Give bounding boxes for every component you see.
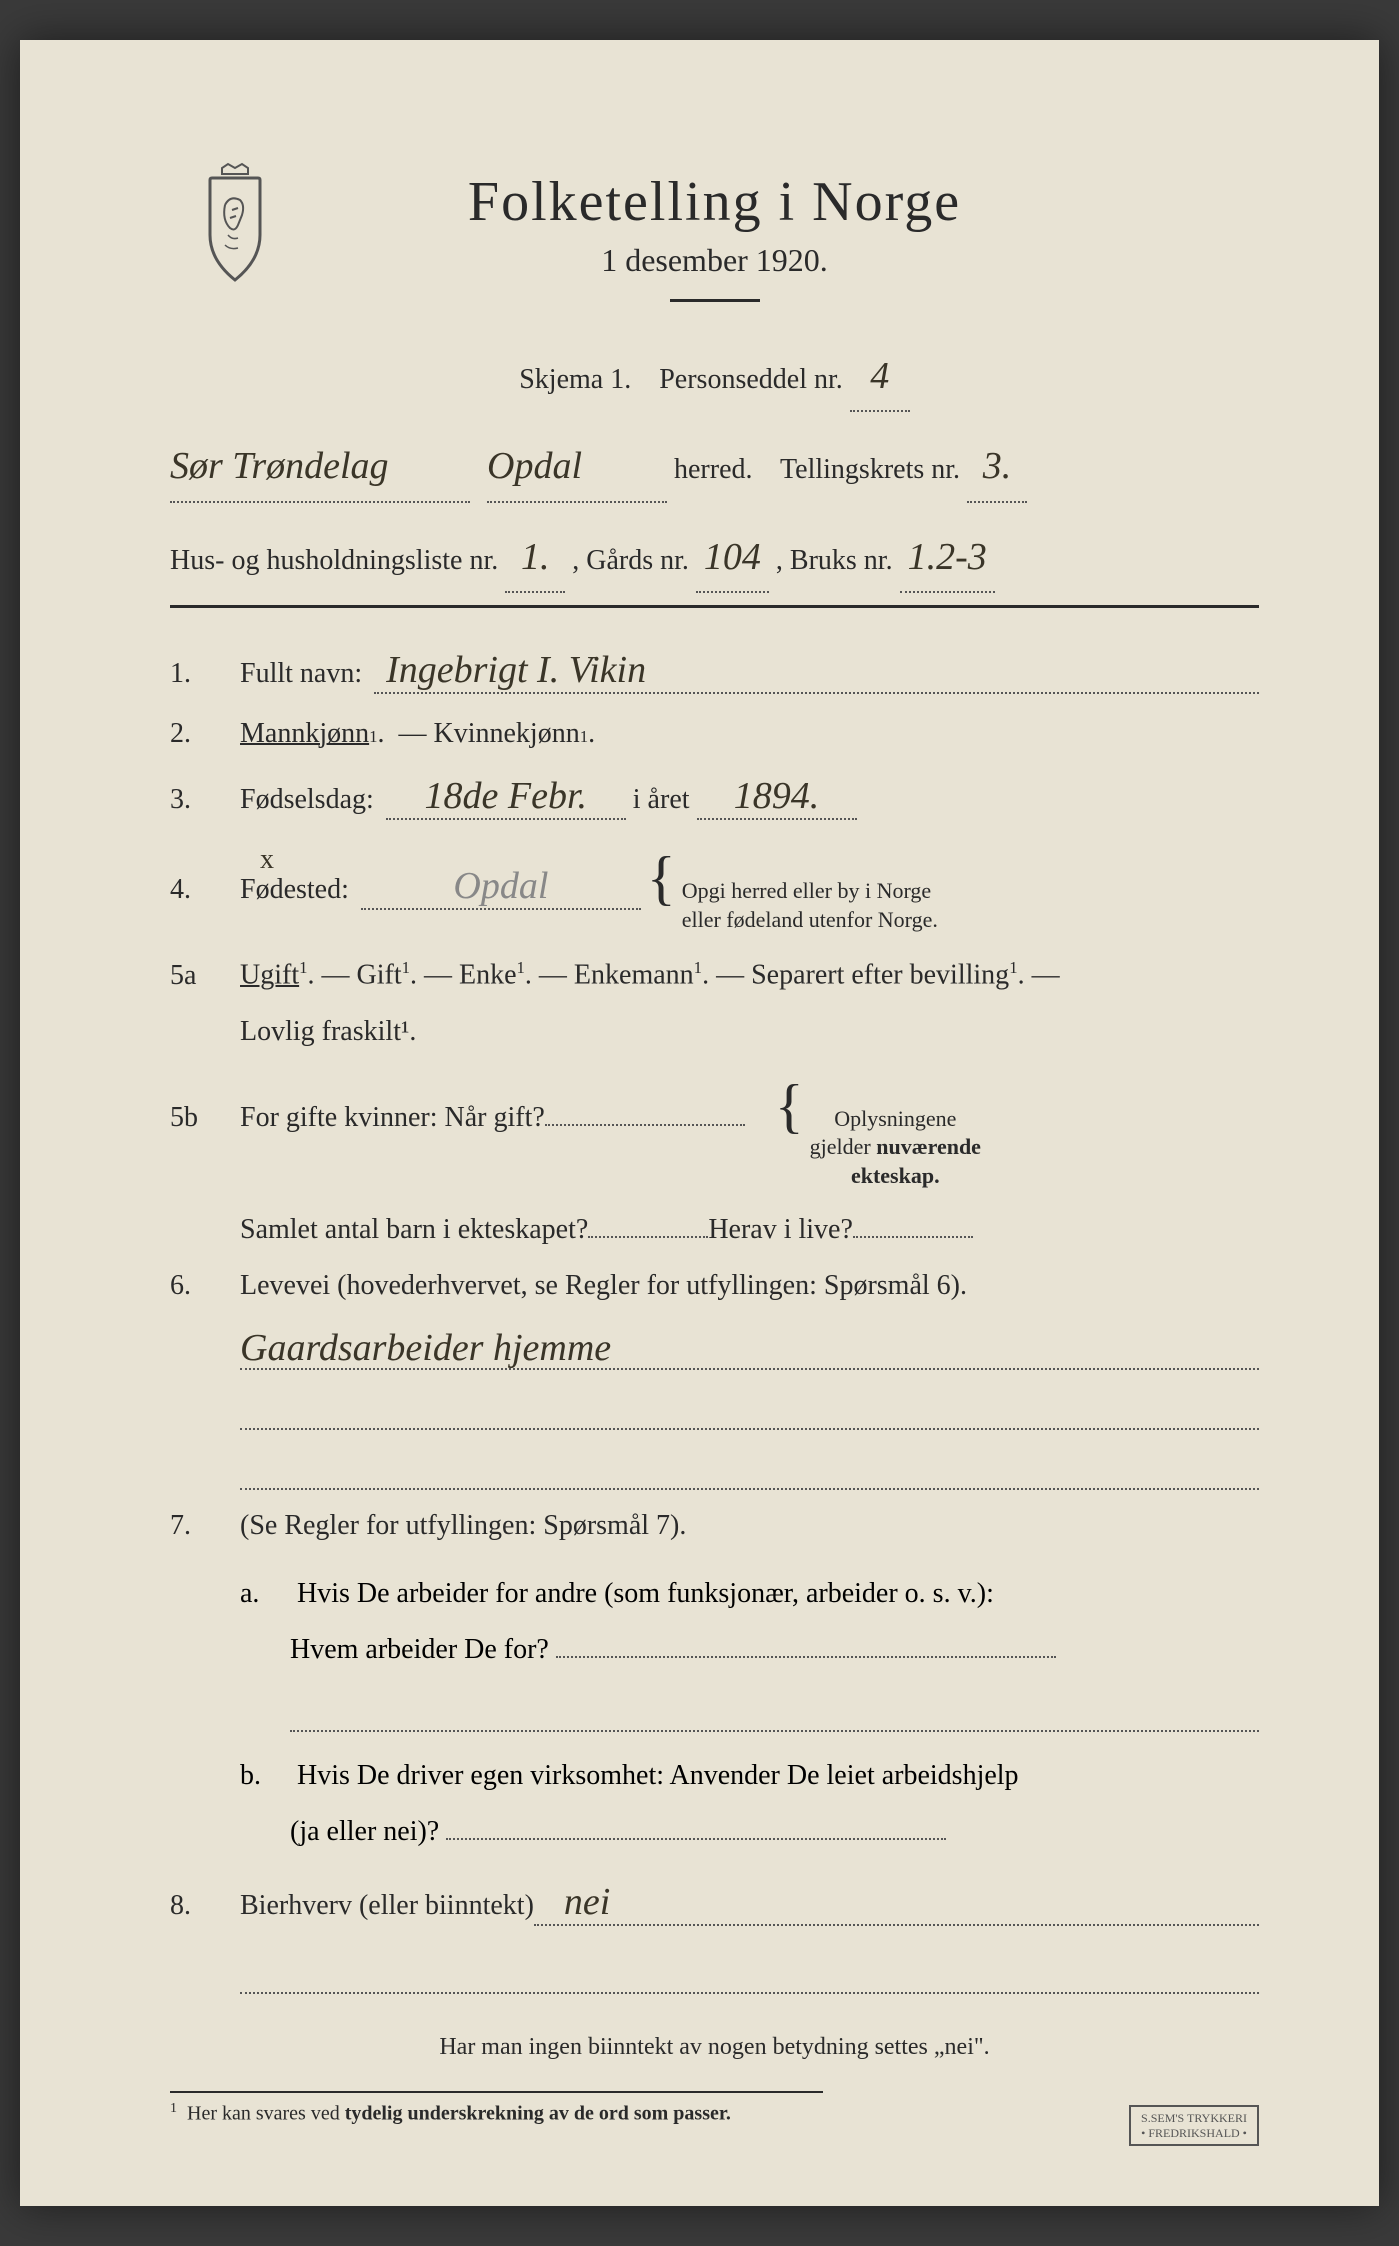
q3-label: Fødselsdag: [240, 784, 374, 816]
q5a-line2: Lovlig fraskilt¹. [240, 1016, 416, 1048]
q6-answer: Gaardsarbeider hjemme [240, 1326, 1259, 1490]
q7b-text2: (ja eller nei)? [290, 1816, 439, 1847]
census-form-page: Folketelling i Norge 1 desember 1920. Sk… [20, 40, 1379, 2206]
q4-margin-mark: x [260, 844, 274, 876]
q7b-line2: (ja eller nei)? [240, 1804, 1259, 1860]
q7-num: 7. [170, 1510, 240, 1542]
brace-icon: { [647, 844, 676, 913]
q8-value: nei [534, 1880, 1259, 1926]
q5b-note: Oplysningene gjelder nuværende ekteskap. [810, 1105, 981, 1191]
skjema-line: Skjema 1. Personseddel nr. 4 [170, 342, 1259, 412]
q5b-row2: Samlet antal barn i ekteskapet? Herav i … [170, 1214, 1259, 1246]
q4-note-2: eller fødeland utenfor Norge. [682, 907, 938, 932]
q4-value: Opdal [361, 864, 641, 910]
stamp-line1: S.SEM'S TRYKKERI [1141, 2111, 1247, 2125]
q5b-note-1: Oplysningene [834, 1106, 956, 1131]
blank-line [240, 1386, 1259, 1430]
q5b-barn-value [588, 1236, 708, 1238]
herred-line: Sør Trøndelag Opdal herred. Tellingskret… [170, 432, 1259, 502]
q5b-label: For gifte kvinner: Når gift? [240, 1102, 545, 1134]
coat-of-arms-icon [190, 160, 280, 290]
q7a: a. Hvis De arbeider for andre (som funks… [240, 1566, 1259, 1622]
region-value: Sør Trøndelag [170, 432, 470, 502]
printer-stamp: S.SEM'S TRYKKERI • FREDRIKSHALD • [1129, 2105, 1259, 2146]
q3-num: 3. [170, 784, 240, 816]
q7a-text2: Hvem arbeider De for? [290, 1634, 549, 1665]
form-title: Folketelling i Norge [170, 170, 1259, 234]
brace-icon: { [775, 1072, 804, 1141]
q8-label: Bierhverv (eller biinntekt) [240, 1890, 534, 1922]
tellingskrets-label: Tellingskrets nr. [780, 454, 960, 485]
hus-label: Hus- og husholdningsliste nr. [170, 545, 498, 576]
tellingskrets-nr: 3. [967, 432, 1027, 502]
q5a-options: Ugift1. — Gift1. — Enke1. — Enkemann1. —… [240, 958, 1060, 991]
q5a-num: 5a [170, 960, 240, 992]
q7b-value [446, 1838, 946, 1840]
gaards-nr: 104 [696, 523, 769, 593]
personseddel-label: Personseddel nr. [659, 364, 843, 395]
q5b-num: 5b [170, 1102, 240, 1134]
q4-note: Opgi herred eller by i Norge eller fødel… [682, 877, 938, 934]
q7a-value [556, 1656, 1056, 1658]
q5a-row2: Lovlig fraskilt¹. [170, 1016, 1259, 1048]
q7b: b. Hvis De driver egen virksomhet: Anven… [240, 1748, 1259, 1804]
q3-year-label: i året [633, 784, 690, 816]
q7b-label: b. [240, 1748, 290, 1804]
personseddel-nr: 4 [850, 342, 910, 412]
blank-line [290, 1688, 1259, 1732]
q4-label: Fødested: [240, 874, 349, 906]
hus-nr: 1. [505, 523, 565, 593]
q8-num: 8. [170, 1890, 240, 1922]
footnote-num: 1 [170, 2101, 177, 2116]
gaards-label: Gårds nr. [586, 545, 689, 576]
q6-label: Levevei (hovederhvervet, se Regler for u… [240, 1270, 967, 1302]
q6-row: 6. Levevei (hovederhvervet, se Regler fo… [170, 1270, 1259, 1302]
q7-label: (Se Regler for utfyllingen: Spørsmål 7). [240, 1510, 686, 1542]
q3-year: 1894. [697, 774, 857, 820]
q7-body: a. Hvis De arbeider for andre (som funks… [240, 1566, 1259, 1860]
place-value: Opdal [487, 432, 667, 502]
q2-num: 2. [170, 718, 240, 750]
q7b-text1: Hvis De driver egen virksomhet: Anvender… [297, 1760, 1019, 1791]
form-header: Folketelling i Norge 1 desember 1920. [170, 170, 1259, 302]
q5b-gift-value [545, 1124, 745, 1126]
q1-value: Ingebrigt I. Vikin [374, 648, 1259, 694]
herred-label: herred. [674, 454, 753, 485]
q1-label: Fullt navn: [240, 658, 362, 690]
q5a-row: 5a Ugift1. — Gift1. — Enke1. — Enkemann1… [170, 958, 1259, 991]
q2-row: 2. Mannkjønn1. — Kvinnekjønn1. [170, 718, 1259, 750]
q4-num: 4. [170, 874, 240, 906]
q5b-live-value [853, 1236, 973, 1238]
q1-num: 1. [170, 658, 240, 690]
q3-row: 3. Fødselsdag: 18de Febr. i året 1894. [170, 774, 1259, 820]
q5b-row: 5b For gifte kvinner: Når gift? { Oplysn… [170, 1072, 1259, 1191]
q4-row: x 4. Fødested: Opdal { Opgi herred eller… [170, 844, 1259, 934]
blank-line [240, 1446, 1259, 1490]
q7a-label: a. [240, 1566, 290, 1622]
divider [670, 299, 760, 302]
stamp-line2: • FREDRIKSHALD • [1141, 2126, 1247, 2140]
q5b-note-3: ekteskap. [851, 1163, 940, 1188]
q7a-line2: Hvem arbeider De for? [240, 1622, 1259, 1678]
q7a-text1: Hvis De arbeider for andre (som funksjon… [297, 1578, 994, 1609]
q4-note-1: Opgi herred eller by i Norge [682, 878, 931, 903]
footnote: 1 Her kan svares ved tydelig underskrekn… [170, 2091, 823, 2126]
q7-row: 7. (Se Regler for utfyllingen: Spørsmål … [170, 1510, 1259, 1542]
q6-value: Gaardsarbeider hjemme [240, 1326, 611, 1370]
q2-kvinne: Kvinnekjønn [434, 718, 580, 750]
form-subtitle: 1 desember 1920. [170, 242, 1259, 279]
q3-day: 18de Febr. [386, 774, 626, 820]
q2-mann: Mannkjønn [240, 718, 369, 750]
bruks-nr: 1.2-3 [900, 523, 995, 593]
hus-line: Hus- og husholdningsliste nr. 1. , Gårds… [170, 523, 1259, 608]
q8-row: 8. Bierhverv (eller biinntekt) nei [170, 1880, 1259, 1926]
q5b-line2a: Samlet antal barn i ekteskapet? [240, 1214, 588, 1246]
q6-num: 6. [170, 1270, 240, 1302]
q5b-line2b: Herav i live? [708, 1214, 853, 1246]
skjema-label: Skjema 1. [519, 364, 631, 395]
q1-row: 1. Fullt navn: Ingebrigt I. Vikin [170, 648, 1259, 694]
blank-line [240, 1950, 1259, 1994]
bruks-label: Bruks nr. [790, 545, 893, 576]
